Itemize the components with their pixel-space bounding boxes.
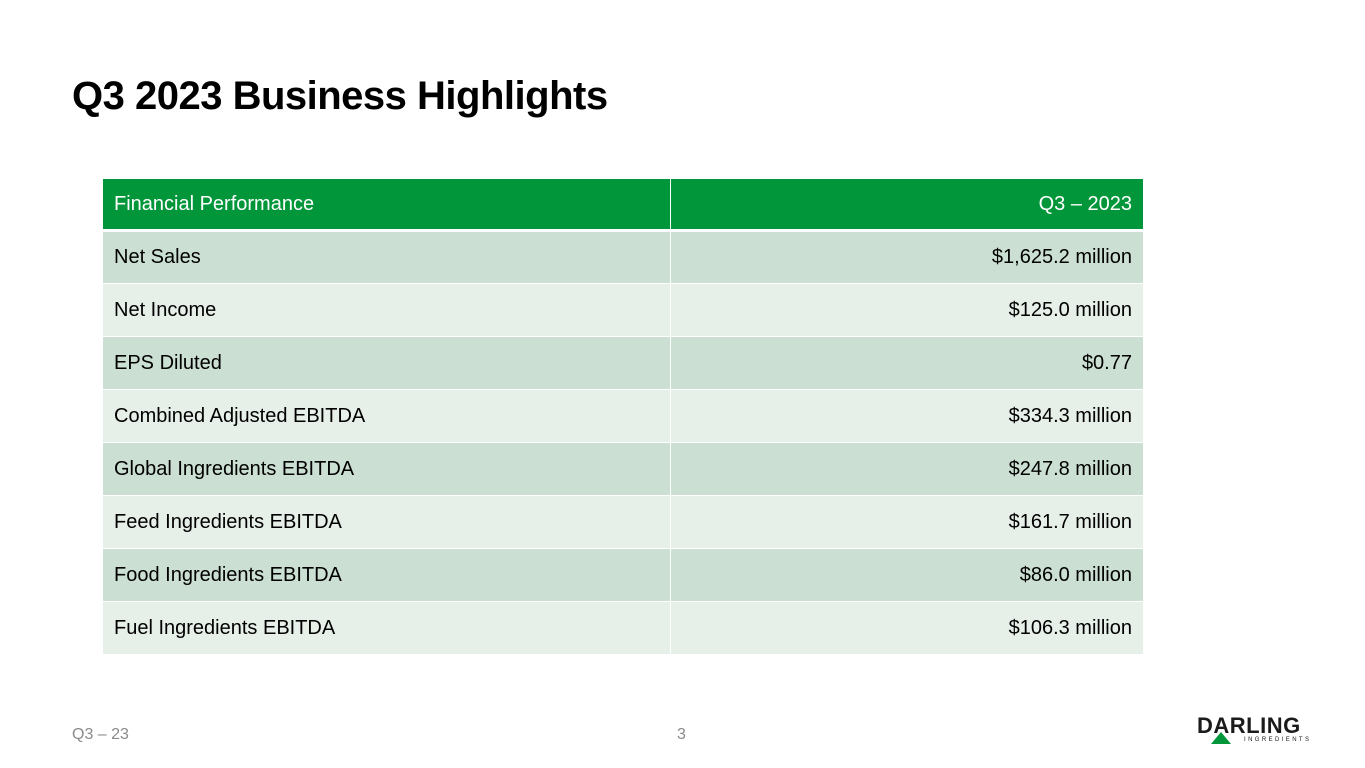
table-row: Net Sales $1,625.2 million — [102, 230, 1144, 284]
row-value: $334.3 million — [670, 389, 1144, 443]
page-number: 3 — [677, 726, 686, 743]
table-row: Fuel Ingredients EBITDA $106.3 million — [102, 601, 1144, 655]
table-row: Global Ingredients EBITDA $247.8 million — [102, 442, 1144, 496]
green-triangle-icon — [1211, 732, 1231, 744]
table-header-row: Financial Performance Q3 – 2023 — [102, 178, 1144, 232]
logo-wordmark: DARLING — [1197, 713, 1301, 738]
row-value: $0.77 — [670, 336, 1144, 390]
table-row: Net Income $125.0 million — [102, 283, 1144, 337]
row-label: Food Ingredients EBITDA — [102, 548, 671, 602]
financial-performance-table: Financial Performance Q3 – 2023 Net Sale… — [102, 178, 1144, 655]
row-value: $86.0 million — [670, 548, 1144, 602]
table-row: Food Ingredients EBITDA $86.0 million — [102, 548, 1144, 602]
slide-title: Q3 2023 Business Highlights — [72, 74, 608, 118]
row-label: Combined Adjusted EBITDA — [102, 389, 671, 443]
row-value: $161.7 million — [670, 495, 1144, 549]
table-row: Combined Adjusted EBITDA $334.3 million — [102, 389, 1144, 443]
row-label: Feed Ingredients EBITDA — [102, 495, 671, 549]
row-label: Net Income — [102, 283, 671, 337]
company-logo: DARLING INGREDIENTS — [1197, 713, 1309, 746]
logo-subtitle: INGREDIENTS — [1244, 737, 1312, 743]
row-label: EPS Diluted — [102, 336, 671, 390]
row-label: Global Ingredients EBITDA — [102, 442, 671, 496]
row-value: $247.8 million — [670, 442, 1144, 496]
column-header-period: Q3 – 2023 — [670, 178, 1144, 232]
row-label: Net Sales — [102, 230, 671, 284]
column-header-metric: Financial Performance — [102, 178, 671, 232]
row-value: $1,625.2 million — [670, 230, 1144, 284]
row-value: $106.3 million — [670, 601, 1144, 655]
table-row: EPS Diluted $0.77 — [102, 336, 1144, 390]
table-row: Feed Ingredients EBITDA $161.7 million — [102, 495, 1144, 549]
row-label: Fuel Ingredients EBITDA — [102, 601, 671, 655]
row-value: $125.0 million — [670, 283, 1144, 337]
footer-period-label: Q3 – 23 — [72, 726, 129, 743]
